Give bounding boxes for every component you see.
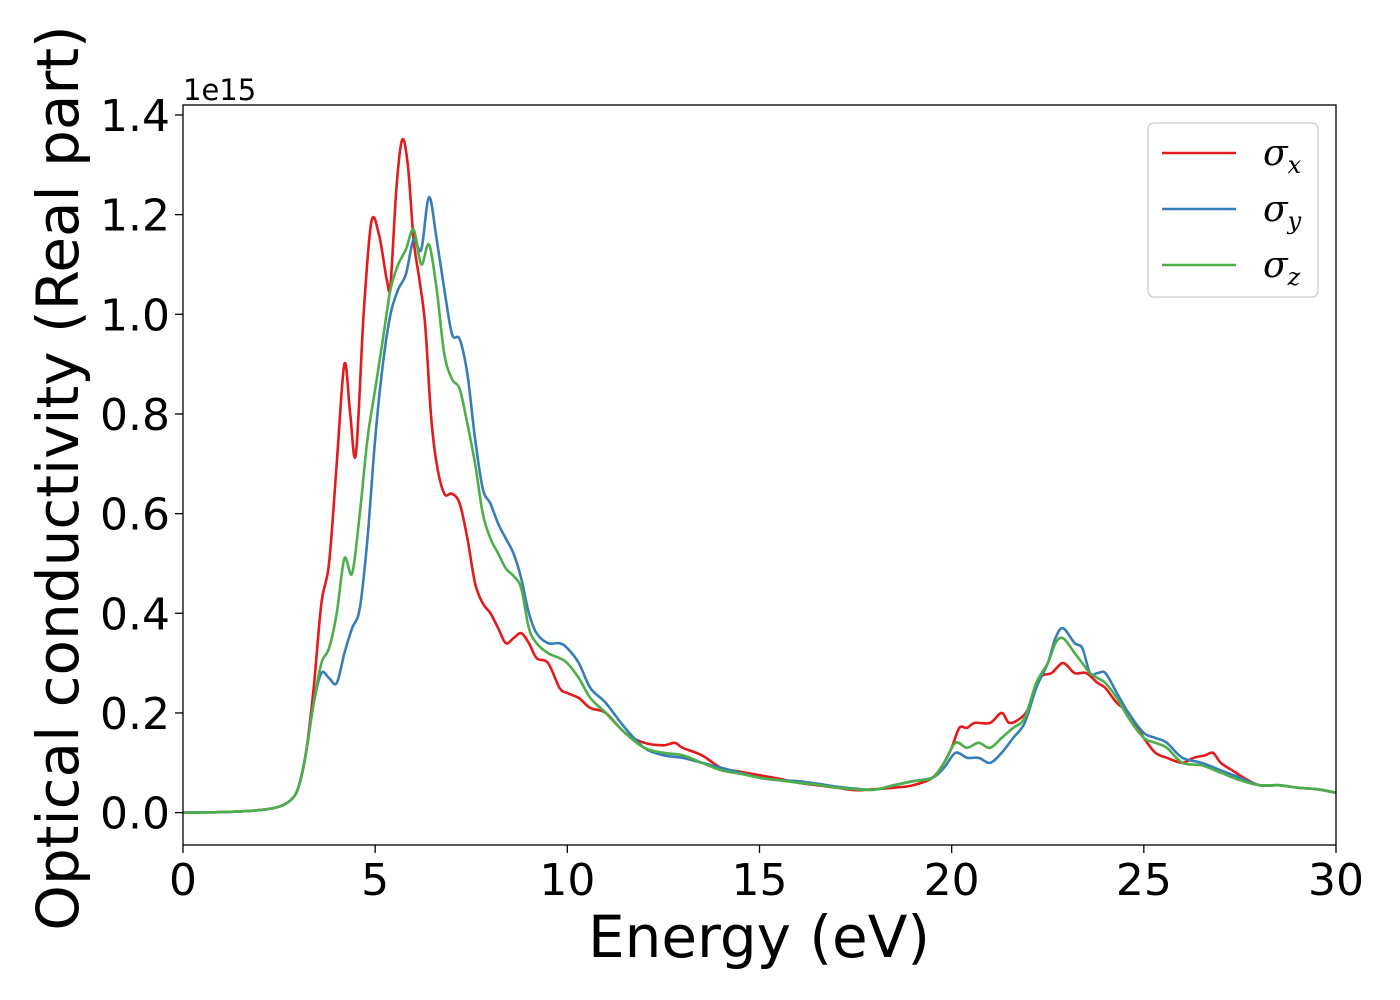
x-tick-label: 25	[1116, 855, 1172, 906]
x-tick-label: 15	[732, 855, 788, 906]
x-axis-title: Energy (eV)	[588, 903, 930, 971]
y-tick-label: 0.0	[100, 789, 170, 840]
y-tick-label: 1.0	[100, 290, 170, 341]
y-tick-label: 0.6	[100, 490, 170, 541]
y-tick-label: 0.2	[100, 689, 170, 740]
y-offset-label: 1e15	[183, 73, 256, 107]
series-line-x	[182, 137, 1337, 814]
y-axis-title: Optical conductivity (Real part)	[24, 25, 92, 930]
y-tick-label: 1.4	[100, 91, 170, 142]
series-line-y	[182, 195, 1337, 814]
x-tick-label: 5	[361, 855, 389, 906]
y-tick-label: 0.4	[100, 589, 170, 640]
y-tick-label: 1.2	[100, 191, 170, 242]
series-line-z	[182, 228, 1337, 814]
series-lines	[182, 137, 1337, 814]
y-tick-label: 0.8	[100, 390, 170, 441]
x-tick-label: 0	[169, 855, 197, 906]
y-axis-ticks: 0.0 0.2 0.4 0.6 0.8 1.0 1.2 1.4	[100, 91, 183, 840]
x-tick-label: 30	[1308, 855, 1364, 906]
x-tick-label: 20	[924, 855, 980, 906]
x-tick-label: 10	[539, 855, 595, 906]
x-axis-ticks: 0 5 10 15 20 25 30	[169, 845, 1364, 906]
